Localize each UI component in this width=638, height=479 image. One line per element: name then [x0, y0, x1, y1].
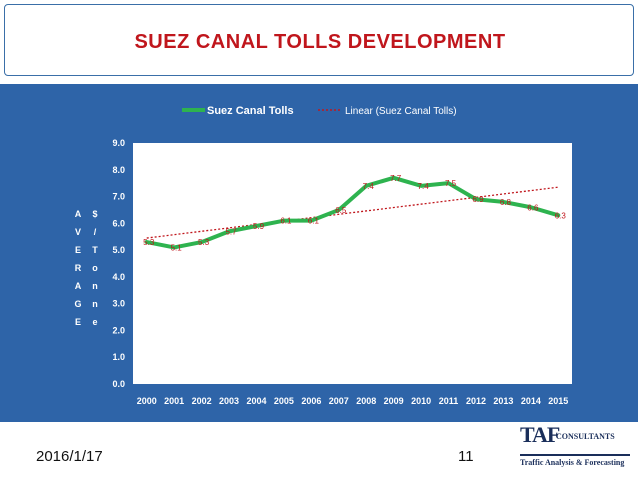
legend-trend-label: Linear (Suez Canal Tolls) — [345, 106, 457, 117]
y-tick-label: 0.0 — [112, 379, 125, 389]
trend-line — [146, 186, 559, 239]
y-label-left-char: G — [74, 299, 81, 309]
data-label: 5.3 — [143, 238, 155, 247]
x-tick-label: 2011 — [439, 396, 459, 406]
y-label-left-char: V — [75, 227, 81, 237]
x-tick-label: 2002 — [192, 396, 212, 406]
data-label: 5.1 — [171, 243, 183, 252]
plot-area — [133, 143, 572, 384]
y-tick-label: 3.0 — [112, 299, 125, 309]
x-tick-label: 2001 — [164, 396, 184, 406]
data-label: 5.7 — [225, 227, 237, 236]
y-axis-ticks: 0.0 1.0 2.0 3.0 4.0 5.0 6.0 7.0 8.0 9.0 — [112, 138, 125, 389]
y-tick-label: 1.0 — [112, 352, 125, 362]
x-axis-ticks: 2000 2001 2002 2003 2004 2005 2006 2007 2008 2009… — [137, 396, 569, 406]
y-tick-label: 7.0 — [112, 192, 125, 202]
logo-divider — [520, 454, 630, 456]
x-tick-label: 2012 — [466, 396, 486, 406]
x-tick-label: 2005 — [274, 396, 294, 406]
x-tick-label: 2013 — [493, 396, 513, 406]
data-label: 6.1 — [308, 217, 320, 226]
y-label-right-char: o — [92, 263, 98, 273]
data-label: 7.4 — [363, 182, 375, 191]
title-box: SUEZ CANAL TOLLS DEVELOPMENT — [4, 4, 634, 76]
x-tick-label: 2008 — [356, 396, 376, 406]
x-tick-label: 2004 — [246, 396, 266, 406]
taf-consultants-logo: TAF CONSULTANTS Traffic Analysis & Forec… — [520, 420, 632, 476]
data-label: 6.5 — [335, 206, 347, 215]
data-label: 7.5 — [445, 179, 457, 188]
data-labels: 5.3 5.1 5.3 5.7 5.9 6.1 6.1 6.5 7.4 7.7 7.4 7.5 6.9 6… — [143, 174, 566, 253]
slide-date: 2016/1/17 — [36, 448, 103, 465]
data-label: 7.7 — [390, 174, 402, 183]
series-line-suez-canal-tolls — [144, 175, 561, 250]
y-label-left-char: R — [75, 263, 82, 273]
logo-suffix: CONSULTANTS — [556, 432, 615, 441]
y-tick-label: 9.0 — [112, 138, 125, 148]
data-label: 5.3 — [198, 238, 210, 247]
data-label: 6.8 — [500, 198, 512, 207]
x-tick-label: 2015 — [548, 396, 568, 406]
y-label-right-char: $ — [92, 209, 97, 219]
y-tick-label: 4.0 — [112, 272, 125, 282]
x-tick-label: 2003 — [219, 396, 239, 406]
x-tick-label: 2014 — [521, 396, 541, 406]
x-tick-label: 2009 — [384, 396, 404, 406]
logo-tagline: Traffic Analysis & Forecasting — [520, 458, 625, 467]
legend-series-label: Suez Canal Tolls — [207, 105, 294, 117]
y-label-left-char: A — [75, 209, 82, 219]
page-number: 11 — [458, 448, 474, 465]
y-label-right-char: e — [92, 317, 97, 327]
data-label: 6.1 — [280, 217, 292, 226]
data-label: 6.9 — [472, 195, 484, 204]
y-label-right-char: n — [92, 281, 98, 291]
data-label: 5.9 — [253, 222, 265, 231]
chart-legend: Suez Canal Tolls Linear (Suez Canal Toll… — [182, 105, 457, 117]
y-tick-label: 2.0 — [112, 325, 125, 335]
x-tick-label: 2000 — [137, 396, 157, 406]
slide-title: SUEZ CANAL TOLLS DEVELOPMENT — [134, 31, 506, 53]
y-label-right-char: T — [92, 245, 98, 255]
x-tick-label: 2006 — [301, 396, 321, 406]
y-label-right-char: / — [94, 227, 97, 237]
y-label-left-char: A — [75, 281, 82, 291]
x-tick-label: 2007 — [329, 396, 349, 406]
data-label: 6.3 — [555, 211, 567, 220]
data-label: 7.4 — [418, 182, 430, 191]
data-label: 6.6 — [527, 203, 539, 212]
y-tick-label: 8.0 — [112, 165, 125, 175]
y-label-left-char: E — [75, 317, 81, 327]
y-tick-label: 5.0 — [112, 245, 125, 255]
y-label-right-char: n — [92, 299, 98, 309]
y-label-left-char: E — [75, 245, 81, 255]
x-tick-label: 2010 — [411, 396, 431, 406]
logo-name: TAF — [520, 422, 560, 447]
y-tick-label: 6.0 — [112, 218, 125, 228]
